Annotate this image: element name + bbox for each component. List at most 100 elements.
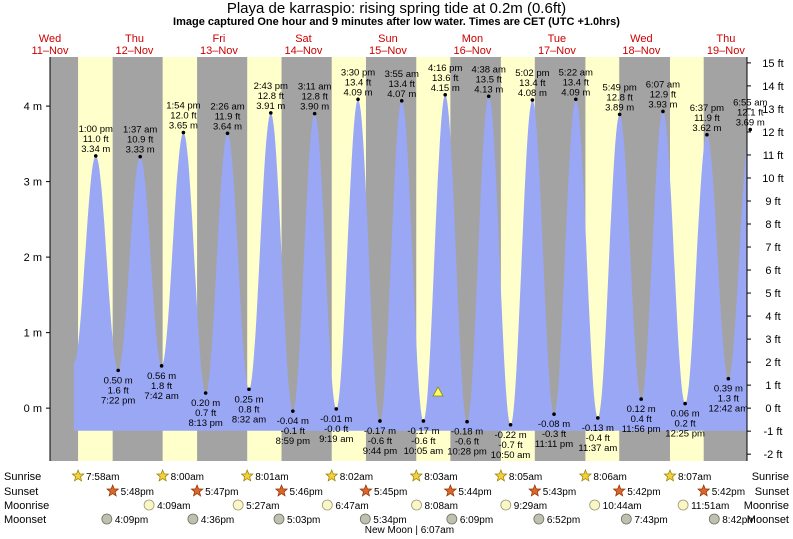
low-time-label: 12:42 am bbox=[709, 404, 749, 415]
moonrise-time: 8:08am bbox=[425, 501, 458, 512]
low-time-label: 10:28 pm bbox=[447, 447, 487, 458]
low-ft-label: -0.4 ft bbox=[586, 433, 611, 444]
low-ft-label: -0.6 ft bbox=[455, 437, 480, 448]
moonset-time: 5:03pm bbox=[287, 515, 320, 526]
moonset-icon bbox=[620, 513, 632, 525]
tide-point bbox=[116, 368, 120, 373]
moonset-icon bbox=[187, 513, 199, 525]
sunrise-time: 7:58am bbox=[86, 472, 119, 483]
moonrise-time: 6:47am bbox=[335, 501, 368, 512]
low-m-label: -0.08 m bbox=[538, 419, 570, 430]
axes: 0 m 1 m 2 m 3 m 4 m -2 ft -1 ft 0 ft 1 ft 2 ft 3 f… bbox=[24, 57, 784, 461]
day-of-week-label: Sun bbox=[378, 33, 398, 45]
low-time-label: 12:25 pm bbox=[665, 429, 705, 440]
high-ft-label: 12.1 ft bbox=[737, 107, 764, 118]
high-time-label: 4:38 am bbox=[472, 64, 506, 75]
high-time-label: 3:11 am bbox=[298, 82, 332, 93]
moonset-row-label-left: Moonset bbox=[4, 514, 46, 526]
low-ft-label: -0.6 ft bbox=[411, 436, 436, 447]
low-m-label: 0.56 m bbox=[147, 371, 176, 382]
right-tick-label: 5 ft bbox=[765, 288, 780, 300]
low-m-label: 0.25 m bbox=[234, 394, 263, 405]
date-label: 12–Nov bbox=[116, 45, 154, 57]
low-ft-label: 1.8 ft bbox=[151, 381, 172, 392]
tide-point bbox=[247, 387, 251, 392]
moonrise-time: 11:51am bbox=[691, 501, 729, 512]
tide-point bbox=[334, 407, 339, 411]
high-time-label: 1:37 am bbox=[123, 125, 157, 136]
moonrise-time: 4:09am bbox=[157, 501, 190, 512]
day-of-week-label: Sat bbox=[295, 33, 312, 45]
moonrise-icon bbox=[589, 499, 601, 511]
sunset-icon bbox=[443, 484, 458, 497]
low-ft-label: -0.3 ft bbox=[542, 429, 567, 440]
sunset-time: 5:44pm bbox=[458, 487, 491, 498]
low-ft-label: -0.6 ft bbox=[368, 436, 393, 447]
low-m-label: 0.06 m bbox=[671, 409, 700, 420]
sunset-time: 5:43pm bbox=[543, 487, 576, 498]
sunset-icon bbox=[697, 484, 711, 497]
day-of-week-label: Thu bbox=[125, 33, 144, 45]
left-tick-label: 1 m bbox=[24, 328, 42, 340]
high-m-label: 4.07 m bbox=[387, 89, 416, 100]
tide-point bbox=[312, 111, 317, 116]
high-m-label: 3.62 m bbox=[692, 123, 721, 134]
date-label: 17–Nov bbox=[538, 45, 576, 57]
astro-rows: Sunrise Sunrise Sunset Sunset Moonrise Moonri… bbox=[4, 469, 789, 536]
tide-point bbox=[181, 130, 186, 135]
day-of-week-label: Tue bbox=[548, 33, 567, 45]
right-tick-label: 12 ft bbox=[762, 127, 783, 139]
right-tick-label: 4 ft bbox=[765, 311, 780, 323]
low-m-label: -0.17 m bbox=[364, 426, 396, 437]
sunset-icon bbox=[528, 484, 542, 497]
sunrise-time: 8:02am bbox=[340, 472, 373, 483]
low-ft-label: 0.4 ft bbox=[631, 414, 652, 425]
high-ft-label: 13.4 ft bbox=[389, 79, 416, 90]
sunrise-time: 8:05am bbox=[509, 472, 542, 483]
sunset-time: 5:45pm bbox=[374, 487, 407, 498]
high-m-label: 3.91 m bbox=[256, 101, 285, 112]
sunset-icon bbox=[190, 484, 204, 497]
high-ft-label: 12.0 ft bbox=[170, 111, 197, 122]
moon-phase-label: New Moon | 6:07am bbox=[365, 525, 454, 536]
moonset-icon bbox=[708, 513, 720, 525]
sunrise-icon bbox=[409, 469, 423, 482]
sunset-icon bbox=[274, 484, 289, 497]
high-ft-label: 13.6 ft bbox=[432, 73, 459, 84]
sunrise-time: 8:06am bbox=[593, 472, 626, 483]
tide-point bbox=[421, 419, 426, 423]
sunset-time: 5:42pm bbox=[627, 487, 660, 498]
high-m-label: 3.64 m bbox=[213, 121, 242, 132]
sunrise-icon bbox=[325, 469, 339, 482]
day-of-week-label: Thu bbox=[716, 33, 735, 45]
date-label: 15–Nov bbox=[369, 45, 407, 57]
low-m-label: 0.12 m bbox=[627, 404, 656, 415]
date-label: 11–Nov bbox=[31, 45, 69, 57]
sunset-time: 5:42pm bbox=[712, 487, 745, 498]
high-m-label: 3.33 m bbox=[126, 145, 155, 156]
right-tick-label: 15 ft bbox=[762, 58, 783, 70]
right-tick-label: -1 ft bbox=[764, 426, 783, 438]
moonset-row-label-right: Moonset bbox=[747, 514, 789, 526]
low-time-label: 10:50 am bbox=[491, 450, 531, 461]
moonrise-icon bbox=[411, 499, 422, 511]
low-time-label: 7:22 pm bbox=[101, 395, 135, 406]
left-tick-label: 2 m bbox=[24, 252, 42, 264]
tide-point bbox=[661, 109, 665, 114]
sunset-icon bbox=[359, 484, 373, 497]
moonset-time: 4:36pm bbox=[201, 515, 234, 526]
tide-point bbox=[291, 409, 295, 413]
low-ft-label: 0.8 ft bbox=[238, 404, 259, 415]
high-m-label: 4.09 m bbox=[343, 87, 372, 98]
sunrise-icon bbox=[578, 469, 593, 482]
sunset-row-label-right: Sunset bbox=[755, 486, 789, 498]
day-of-week-label: Wed bbox=[630, 33, 652, 45]
high-ft-label: 12.8 ft bbox=[301, 92, 328, 103]
sunrise-icon bbox=[240, 469, 254, 482]
date-label: 18–Nov bbox=[622, 45, 660, 57]
low-time-label: 11:56 pm bbox=[622, 424, 661, 435]
moonrise-icon bbox=[143, 499, 155, 511]
moonrise-icon bbox=[321, 499, 333, 511]
tide-point bbox=[465, 419, 469, 424]
